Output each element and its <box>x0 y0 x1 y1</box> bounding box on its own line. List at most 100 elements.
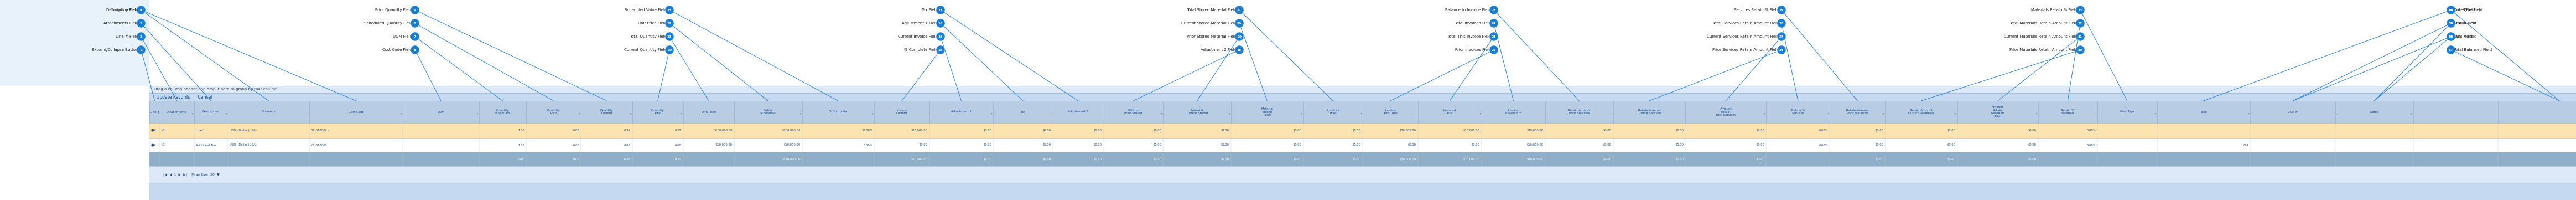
Circle shape <box>1489 19 1499 28</box>
Text: Current Quantity Field: Current Quantity Field <box>623 48 667 52</box>
Text: $10,000.00: $10,000.00 <box>783 144 801 147</box>
Text: 37: 37 <box>2450 48 2452 51</box>
Text: ⋮: ⋮ <box>1543 111 1546 113</box>
Text: Current Stored Material Field: Current Stored Material Field <box>1180 22 1236 25</box>
Text: Retain Amount: Retain Amount <box>1569 109 1589 112</box>
Text: ⋮: ⋮ <box>523 111 526 113</box>
Text: $0.00: $0.00 <box>1947 158 1955 161</box>
Text: Amount: Amount <box>1721 107 1731 110</box>
Circle shape <box>2076 6 2084 14</box>
Text: Cost Code Field: Cost Code Field <box>381 48 412 52</box>
Text: ⋮: ⋮ <box>1159 111 1162 113</box>
Text: ⋮: ⋮ <box>2411 111 2414 113</box>
Text: $0.00: $0.00 <box>1757 129 1765 132</box>
Text: $0.00: $0.00 <box>1043 144 1051 147</box>
Text: Currency: Currency <box>263 111 276 113</box>
Text: Line 1: Line 1 <box>196 129 204 132</box>
Text: Line # Field: Line # Field <box>116 35 139 38</box>
Text: $30,000.00: $30,000.00 <box>1463 129 1481 132</box>
Text: $0.00: $0.00 <box>1293 144 1301 147</box>
Circle shape <box>2076 19 2084 28</box>
Text: Retain %: Retain % <box>2061 109 2074 112</box>
Circle shape <box>137 6 144 14</box>
Text: $0.00: $0.00 <box>1875 158 1883 161</box>
Text: $70,000.00: $70,000.00 <box>1528 129 1543 132</box>
Bar <box>149 101 2576 123</box>
Text: $0.00: $0.00 <box>1043 158 1051 161</box>
Text: $0.00: $0.00 <box>1154 129 1162 132</box>
Text: 0.00%: 0.00% <box>863 144 873 147</box>
Text: ⋮: ⋮ <box>629 111 631 113</box>
Text: ⋮: ⋮ <box>1229 111 1231 113</box>
Text: 001: 001 <box>152 129 157 132</box>
Text: 26: 26 <box>1780 48 1783 51</box>
Text: Scheduled Quantity Field: Scheduled Quantity Field <box>363 22 412 25</box>
Text: Balance to: Balance to <box>1504 112 1522 115</box>
Text: Material: Material <box>1260 107 1273 110</box>
Text: Drag a column header and drop it here to group by that column: Drag a column header and drop it here to… <box>155 88 278 91</box>
Text: Services: Services <box>1793 112 1803 115</box>
Text: Current Stored: Current Stored <box>1185 112 1208 115</box>
Text: $0.00: $0.00 <box>1221 144 1229 147</box>
Circle shape <box>1234 19 1244 28</box>
Text: ⋮: ⋮ <box>307 111 309 113</box>
Text: Status Field: Status Field <box>2455 22 2476 25</box>
Text: 14: 14 <box>938 48 943 51</box>
Text: CCO # Field: CCO # Field <box>2455 22 2476 25</box>
Text: 1.00: 1.00 <box>518 144 526 147</box>
Text: Retain %: Retain % <box>1790 109 1806 112</box>
Text: Task: Task <box>2200 111 2208 113</box>
Text: Total Stored Material Field: Total Stored Material Field <box>1188 8 1236 12</box>
Text: ⋮: ⋮ <box>1682 111 1685 113</box>
Text: $0.00: $0.00 <box>1043 129 1051 132</box>
Text: ⋮: ⋮ <box>224 111 227 113</box>
Text: Cost Code: Cost Code <box>348 111 363 113</box>
Text: 0.00%: 0.00% <box>2087 144 2097 147</box>
Text: Retain: Retain <box>1994 109 2002 112</box>
Text: Current Services: Current Services <box>1636 112 1662 115</box>
Text: ⋮: ⋮ <box>1100 111 1103 113</box>
Text: $0.00: $0.00 <box>1095 144 1103 147</box>
Text: 23: 23 <box>1492 35 1497 38</box>
Text: Quantity: Quantity <box>497 109 510 112</box>
Text: Invoice: Invoice <box>896 109 907 112</box>
Text: $0.00: $0.00 <box>2027 144 2038 147</box>
Text: Total: Total <box>1994 115 2002 118</box>
Text: $0.00: $0.00 <box>1757 158 1765 161</box>
Text: USD - Dollar (USA): USD - Dollar (USA) <box>229 129 258 132</box>
Text: Quantity: Quantity <box>600 109 613 112</box>
Text: $0.00: $0.00 <box>1352 158 1360 161</box>
Text: Balance to Invoice Field: Balance to Invoice Field <box>1445 8 1492 12</box>
Text: Currency Field: Currency Field <box>111 8 139 12</box>
Bar <box>149 166 2576 183</box>
Circle shape <box>935 45 945 54</box>
Text: ⋮: ⋮ <box>1479 111 1481 113</box>
Text: $30,000.00: $30,000.00 <box>912 158 927 161</box>
Text: Scheduled Value Field: Scheduled Value Field <box>623 8 667 12</box>
Circle shape <box>1234 6 1244 14</box>
Circle shape <box>410 32 420 41</box>
Text: Total: Total <box>1445 112 1453 115</box>
Circle shape <box>1489 6 1499 14</box>
Text: CCO # Field: CCO # Field <box>2455 35 2476 38</box>
Circle shape <box>1777 19 1785 28</box>
Text: Adjustment 1: Adjustment 1 <box>951 111 971 113</box>
Text: $0.00: $0.00 <box>984 158 992 161</box>
Text: $0.00: $0.00 <box>1947 129 1955 132</box>
Text: $0.00: $0.00 <box>1602 129 1613 132</box>
Text: Cost Type: Cost Type <box>2120 111 2136 113</box>
Text: 40: 40 <box>2450 9 2452 11</box>
Text: ⋮: ⋮ <box>2154 111 2156 113</box>
Text: ⋮: ⋮ <box>1360 111 1363 113</box>
Circle shape <box>665 19 675 28</box>
Text: Invoiced: Invoiced <box>1443 109 1455 112</box>
Text: Attachments Field: Attachments Field <box>103 22 139 25</box>
Text: 33: 33 <box>2079 9 2081 11</box>
Text: $80,000.00: $80,000.00 <box>1528 158 1543 161</box>
Text: Services Retain % Field: Services Retain % Field <box>1734 8 1780 12</box>
Text: Adjustment 2 Field: Adjustment 2 Field <box>1200 48 1236 52</box>
Text: Quantity: Quantity <box>546 109 559 112</box>
Text: Update Records      Cancel: Update Records Cancel <box>155 94 211 99</box>
Text: Line #: Line # <box>149 111 160 113</box>
Text: 02-010002: 02-010002 <box>312 144 327 147</box>
